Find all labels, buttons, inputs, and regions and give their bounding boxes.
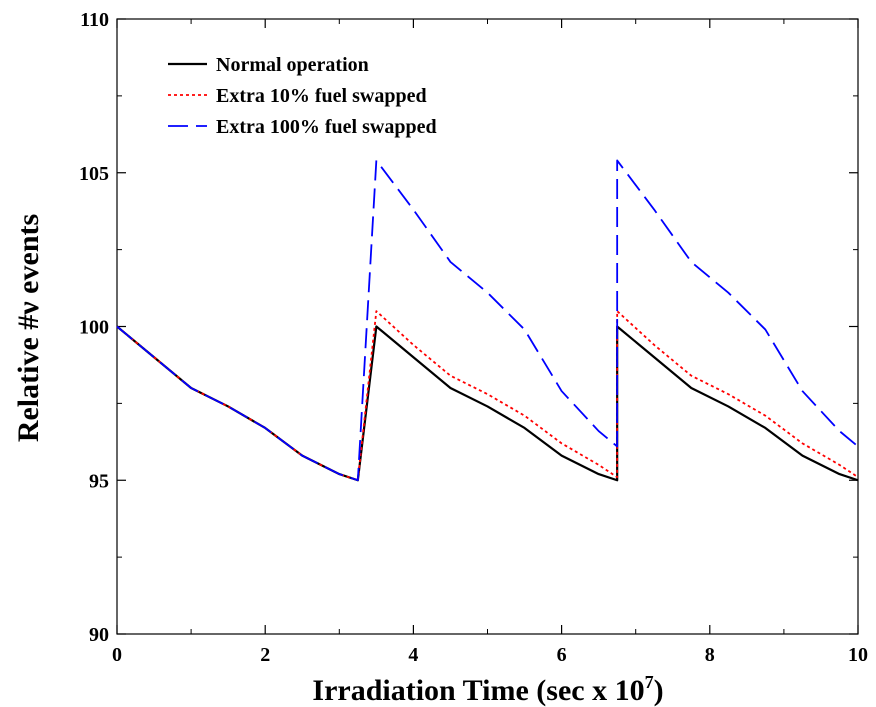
plot-area: [116, 18, 859, 635]
series-line-3: [116, 159, 859, 482]
x-tick-label: 6: [557, 644, 567, 666]
y-axis-title: Relative #ν events: [12, 214, 45, 442]
y-tick-label: 105: [79, 163, 109, 185]
plot-border: [116, 18, 859, 635]
y-tick-label: 100: [79, 317, 109, 339]
x-axis-title: Irradiation Time (sec x 107): [312, 672, 663, 707]
x-tick-label: 2: [260, 644, 270, 666]
y-tick-label: 110: [80, 9, 109, 31]
x-tick-label: 0: [112, 644, 122, 666]
series-line-1: [116, 325, 859, 482]
series-lines: [116, 159, 859, 482]
x-tick-label: 10: [848, 644, 868, 666]
series-line-2: [116, 310, 859, 482]
legend: Normal operation Extra 10% fuel swapped Ex…: [168, 54, 437, 138]
legend-label-1: Normal operation: [216, 54, 369, 76]
x-tick-label: 8: [705, 644, 715, 666]
x-tick-label: 4: [408, 644, 418, 666]
y-tick-label: 95: [89, 470, 109, 492]
x-axis-title-suffix: ): [654, 674, 664, 707]
legend-label-2: Extra 10% fuel swapped: [216, 85, 427, 107]
y-tick-label: 90: [89, 624, 109, 646]
tick-labels: 0 2 4 6 8 10 90 95 100 105 110: [79, 9, 868, 666]
x-axis-title-exponent: 7: [645, 672, 654, 692]
legend-label-3: Extra 100% fuel swapped: [216, 116, 437, 138]
x-axis-title-main: Irradiation Time (sec x 10: [312, 674, 644, 707]
axis-ticks: [116, 18, 859, 635]
